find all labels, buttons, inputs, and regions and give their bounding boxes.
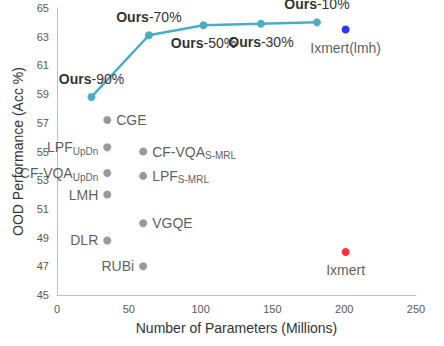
svg-text:55: 55	[36, 145, 49, 158]
svg-text:Ours: Ours	[171, 35, 204, 51]
svg-text:200: 200	[335, 303, 353, 315]
svg-text:59: 59	[37, 88, 49, 100]
svg-text:0: 0	[54, 303, 60, 315]
svg-text:49: 49	[37, 232, 49, 244]
svg-text:OOD Performance (Acc %): OOD Performance (Acc %)	[10, 67, 26, 236]
svg-text:45: 45	[37, 289, 49, 301]
svg-text:UpDn: UpDn	[73, 146, 99, 157]
svg-text:RUBi: RUBi	[101, 258, 134, 274]
svg-text:Ixmert(lmh): Ixmert(lmh)	[310, 40, 381, 56]
svg-text:LPF: LPF	[47, 139, 73, 155]
svg-text:-10%: -10%	[317, 0, 350, 12]
svg-text:CGE: CGE	[116, 112, 146, 128]
svg-text:61: 61	[37, 59, 49, 71]
svg-text:47: 47	[37, 260, 49, 272]
svg-text:Ours: Ours	[228, 34, 261, 50]
svg-text:150: 150	[263, 303, 281, 315]
svg-text:250: 250	[407, 303, 425, 315]
svg-text:S-MRL: S-MRL	[205, 150, 237, 161]
svg-text:VGQE: VGQE	[152, 215, 192, 231]
svg-text:LMH: LMH	[69, 187, 99, 203]
svg-text:50: 50	[123, 303, 135, 315]
svg-text:LPF: LPF	[152, 168, 178, 184]
svg-text:Ours: Ours	[59, 71, 92, 87]
svg-text:DLR: DLR	[70, 232, 98, 248]
svg-text:Ixmert: Ixmert	[326, 262, 365, 278]
svg-text:100: 100	[191, 303, 209, 315]
svg-text:Ours: Ours	[116, 9, 149, 25]
svg-text:-90%: -90%	[91, 71, 124, 87]
svg-text:Number of Parameters (Millions: Number of Parameters (Millions)	[136, 320, 338, 336]
svg-text:51: 51	[37, 203, 49, 215]
svg-text:CF-VQA: CF-VQA	[152, 144, 206, 160]
svg-text:57: 57	[37, 117, 49, 129]
svg-text:-30%: -30%	[261, 34, 294, 50]
svg-text:S-MRL: S-MRL	[178, 174, 210, 185]
svg-text:-50%: -50%	[203, 35, 237, 52]
svg-text:CF-VQA: CF-VQA	[20, 165, 74, 181]
svg-text:Ours: Ours	[284, 0, 317, 12]
svg-text:63: 63	[37, 31, 49, 43]
svg-text:65: 65	[37, 2, 49, 14]
svg-text:-70%: -70%	[149, 9, 182, 25]
svg-text:UpDn: UpDn	[73, 172, 99, 183]
